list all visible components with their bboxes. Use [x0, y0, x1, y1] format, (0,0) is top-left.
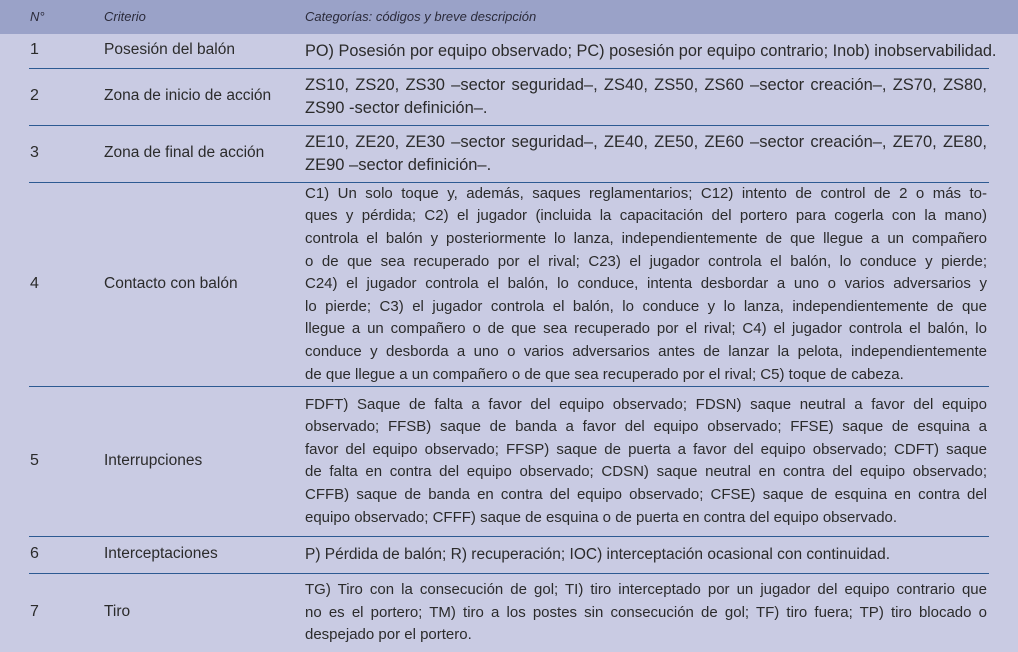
description-line: P) Pérdida de balón; R) recuperación; IO… [305, 545, 891, 563]
description-line: lo pierde; C3) el jugador controla el ba… [305, 297, 987, 315]
row-description: ZS10, ZS20, ZS30 –sector seguridad–, ZS4… [305, 74, 987, 119]
row-number: 6 [30, 545, 39, 562]
row-criterio: Posesión del balón [104, 41, 235, 58]
header-criterio: Criterio [104, 9, 146, 24]
row-divider [29, 125, 989, 126]
table-row: 4 Contacto con balón C1) Un solo toque y, … [0, 183, 1018, 386]
row-criterio: Zona de inicio de acción [104, 87, 272, 104]
row-description: ZE10, ZE20, ZE30 –sector seguridad–, ZE4… [305, 131, 987, 176]
row-criterio: Zona de final de acción [104, 144, 265, 161]
row-divider [29, 573, 989, 574]
table-header: N° Criterio Categorías: códigos y breve … [0, 0, 1018, 34]
table-row: 3 Zona de final de acción ZE10, ZE20, ZE30… [0, 126, 1018, 182]
description-line: observado; FFSB) saque de banda a favor … [305, 418, 987, 436]
row-number: 1 [30, 41, 39, 58]
table-row: 5 Interrupciones FDFT) Saque de falta a fa… [0, 387, 1018, 536]
description-line: no es el portero; TM) tiro a los postes … [305, 603, 987, 621]
row-criterio: Interceptaciones [104, 545, 218, 562]
row-description: FDFT) Saque de falta a favor del equipo … [305, 394, 987, 530]
description-line: conduce y desborda a uno o varios advers… [305, 342, 987, 360]
table-row: 1 Posesión del balón PO) Posesión por equi… [0, 34, 1018, 68]
description-line: C1) Un solo toque y, además, saques regl… [305, 184, 987, 202]
row-divider [29, 182, 989, 183]
row-description: C1) Un solo toque y, además, saques regl… [305, 183, 987, 386]
description-line: llegue a un compañero o de que sea recup… [305, 320, 987, 338]
description-line: C24) el jugador controla el balón, lo co… [305, 275, 987, 293]
header-num: N° [30, 9, 45, 24]
description-line: de falta en contra del equipo observado;… [305, 463, 987, 481]
description-line: FDFT) Saque de falta a favor del equipo … [305, 395, 987, 413]
header-categorias: Categorías: códigos y breve descripción [305, 9, 537, 24]
table-row: 2 Zona de inicio de acción ZS10, ZS20, ZS3… [0, 69, 1018, 125]
row-criterio: Contacto con balón [104, 274, 238, 292]
description-line: CFFB) saque de banda en contra del equip… [305, 486, 987, 504]
row-number: 4 [30, 274, 39, 292]
description-line: ZE90 –sector definición–. [305, 155, 492, 174]
description-line: o de que sea recuperado por el rival; C2… [305, 252, 987, 270]
row-number: 5 [30, 451, 39, 469]
description-line: favor del equipo observado; FFSP) saque … [305, 440, 987, 458]
description-line: ZS10, ZS20, ZS30 –sector seguridad–, ZS4… [305, 76, 987, 95]
row-number: 7 [30, 603, 39, 620]
table-row: 7 Tiro TG) Tiro con la consecución de gol;… [0, 574, 1018, 652]
description-line: despejado por el portero. [305, 626, 472, 644]
row-description: TG) Tiro con la consecución de gol; TI) … [305, 579, 987, 647]
table-row: 6 Interceptaciones P) Pérdida de balón; R)… [0, 537, 1018, 573]
description-line: equipo observado; CFFF) saque de esquina… [305, 508, 898, 526]
description-line: controla el balón y posteriormente lo la… [305, 230, 987, 247]
row-divider [29, 386, 989, 387]
row-description: P) Pérdida de balón; R) recuperación; IO… [305, 544, 987, 567]
description-line: TG) Tiro con la consecución de gol; TI) … [305, 581, 987, 599]
description-line: ques y pérdida; C2) el jugador (incluida… [305, 207, 987, 225]
description-line: ZS90 -sector definición–. [305, 98, 488, 117]
description-line: PO) Posesión por equipo observado; PC) p… [305, 41, 997, 60]
row-criterio: Interrupciones [104, 451, 203, 469]
row-divider [29, 536, 989, 537]
row-number: 3 [30, 144, 39, 161]
description-line: de que llegue a un compañero o de que se… [305, 365, 904, 383]
row-number: 2 [30, 87, 39, 104]
row-description: PO) Posesión por equipo observado; PC) p… [305, 40, 997, 63]
row-criterio: Tiro [104, 603, 131, 620]
row-divider [29, 68, 989, 69]
description-line: ZE10, ZE20, ZE30 –sector seguridad–, ZE4… [305, 133, 987, 152]
